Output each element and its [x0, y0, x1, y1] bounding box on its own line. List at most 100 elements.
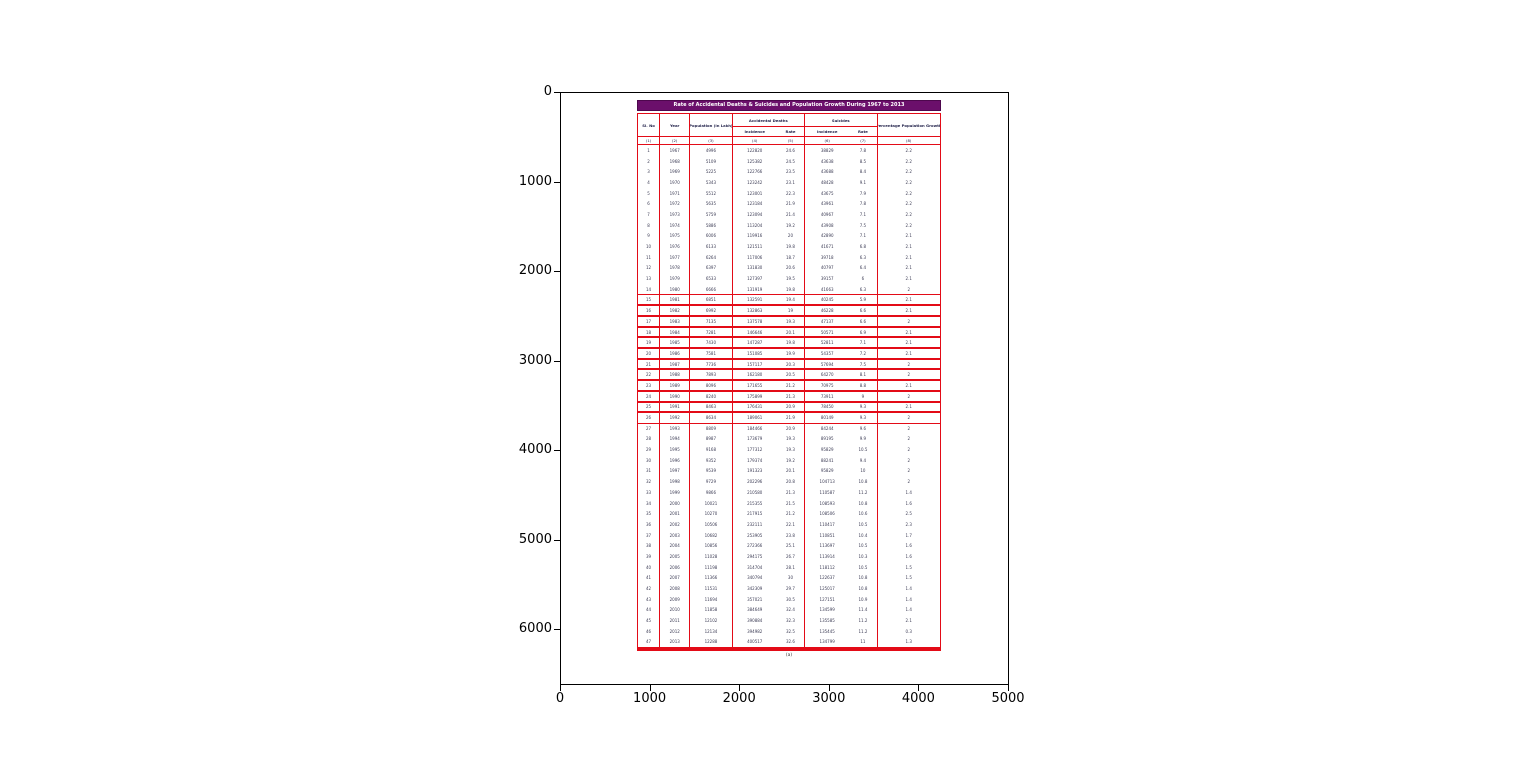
table-cell: 20.1: [786, 468, 795, 474]
table-cell: 232111: [731, 519, 777, 530]
table-cell: 104713: [804, 476, 849, 487]
table-cell: 23.5: [786, 169, 795, 175]
table-cell: 6.3: [859, 286, 867, 292]
table-cell: 132863: [731, 305, 777, 316]
table-cell: 20: [646, 350, 652, 356]
table-caption: (a): [785, 653, 793, 659]
table-cell: 7.2: [859, 350, 867, 356]
table-cell: 21.2: [786, 382, 795, 388]
y-tick-mark: [554, 450, 560, 451]
table-cell: 2.1: [876, 241, 940, 252]
table-cell: 9168: [689, 444, 731, 455]
table-cell: 2.1: [876, 401, 940, 413]
table-cell: 15: [646, 297, 652, 303]
table-cell: 26: [646, 415, 652, 421]
table-row: 42 2008 11531 342309 29.7 125017 10.8 1.4: [638, 583, 940, 594]
table-cell: 32.4: [786, 607, 795, 613]
table-cell: 121511: [731, 241, 777, 252]
table-cell: 64270: [804, 369, 849, 381]
table-cell: 11198: [689, 561, 731, 573]
table-cell: 2.5: [876, 508, 940, 520]
table-cell: 173679: [731, 433, 777, 445]
y-tick-mark: [554, 92, 560, 93]
table-cell: 6: [861, 276, 865, 282]
table-cell: 19.2: [786, 222, 795, 228]
table-row: 47 2013 12288 400517 32.6 134799 11 1.3: [638, 636, 940, 648]
table-cell: 1978: [659, 262, 689, 274]
table-cell: 2005: [659, 551, 689, 562]
table-cell: 1997: [659, 465, 689, 477]
table-cell: 135585: [804, 615, 849, 626]
table-cell: 131830: [731, 262, 777, 274]
table-cell: 21.5: [786, 500, 795, 506]
table-cell: 7.8: [859, 147, 867, 153]
table-row: 11 1977 6264 117006 18.7 39718 6.3 2.1: [638, 251, 940, 263]
y-tick-label: 0: [543, 84, 552, 99]
table-title: Rate of Accidental Deaths & Suicides and…: [637, 100, 941, 111]
table-cell: 37: [646, 532, 652, 538]
table-cell: 1995: [659, 444, 689, 455]
table-cell: 176431: [731, 401, 777, 413]
table-cell: 2.1: [876, 326, 940, 338]
table-cell: 10.5: [858, 564, 868, 570]
table-cell: 11: [646, 254, 652, 260]
table-cell: 2007: [659, 572, 689, 584]
table-cell: 7.1: [859, 340, 867, 346]
table-cell: 2010: [659, 604, 689, 616]
table-cell: 7135: [689, 316, 731, 327]
table-row: 27 1993 8809 184466 20.9 84244 9.6 2: [638, 422, 940, 434]
table-cell: 6006: [689, 230, 731, 242]
table-cell: 1967: [659, 145, 689, 156]
table-cell: 45: [646, 618, 652, 624]
table-row: 16 1982 6992 132863 19 46228 6.6 2.1: [637, 305, 941, 317]
table-row: 29 1995 9168 177312 19.3 95829 10.5 2: [638, 444, 940, 455]
table-cell: 137578: [731, 316, 777, 327]
table-cell: 131919: [731, 283, 777, 295]
header-su-rate: Rate: [857, 129, 868, 134]
table-cell: 10270: [689, 508, 731, 520]
table-cell: 384649: [731, 604, 777, 616]
table-cell: 84244: [804, 422, 849, 434]
table-cell: 8.8: [859, 382, 867, 388]
table-cell: 29.7: [786, 586, 795, 592]
table-cell: 19.2: [786, 457, 795, 463]
table-cell: 2008: [659, 583, 689, 594]
table-cell: 1983: [659, 316, 689, 327]
table-cell: 21.3: [786, 393, 795, 399]
table-cell: 39718: [804, 251, 849, 263]
column-number-row: (1) (2) (3) (4) (5) (6) (7) (8): [638, 137, 940, 145]
table-cell: 9.3: [859, 415, 867, 421]
table-cell: 14: [646, 286, 652, 292]
table-cell: 21.2: [786, 511, 795, 517]
y-tick-mark: [554, 360, 560, 362]
table-cell: 7736: [689, 358, 731, 370]
table-cell: 18: [646, 329, 652, 335]
table-header: Sl. No Year Population (in Lakh) Acciden…: [638, 114, 940, 137]
table-cell: 5109: [689, 155, 731, 167]
table-cell: 9729: [689, 476, 731, 487]
table-cell: 11858: [689, 604, 731, 616]
table-cell: 1982: [659, 305, 689, 316]
table-cell: 6133: [689, 241, 731, 252]
table-cell: 5759: [689, 209, 731, 220]
table-cell: 1980: [659, 283, 689, 295]
table-cell: 119916: [731, 230, 777, 242]
table-cell: 21: [646, 361, 652, 367]
table-cell: 78450: [804, 401, 849, 413]
table-cell: 135445: [804, 625, 849, 637]
table-cell: 1985: [659, 337, 689, 349]
header-population: Population (in Lakh): [689, 114, 732, 136]
table-cell: 1987: [659, 358, 689, 370]
table-cell: 2002: [659, 519, 689, 530]
x-tick-mark: [1008, 685, 1009, 691]
table-cell: 127397: [731, 273, 777, 284]
table-cell: 110851: [804, 529, 849, 541]
col-num: (3): [689, 137, 731, 144]
table-cell: 1974: [659, 219, 689, 231]
table-cell: 210580: [731, 487, 777, 498]
table-cell: 113204: [731, 219, 777, 231]
table-cell: 1972: [659, 198, 689, 210]
table-cell: 11.2: [858, 628, 868, 634]
table-cell: 2.1: [876, 305, 940, 316]
table-cell: 2.2: [876, 155, 940, 167]
